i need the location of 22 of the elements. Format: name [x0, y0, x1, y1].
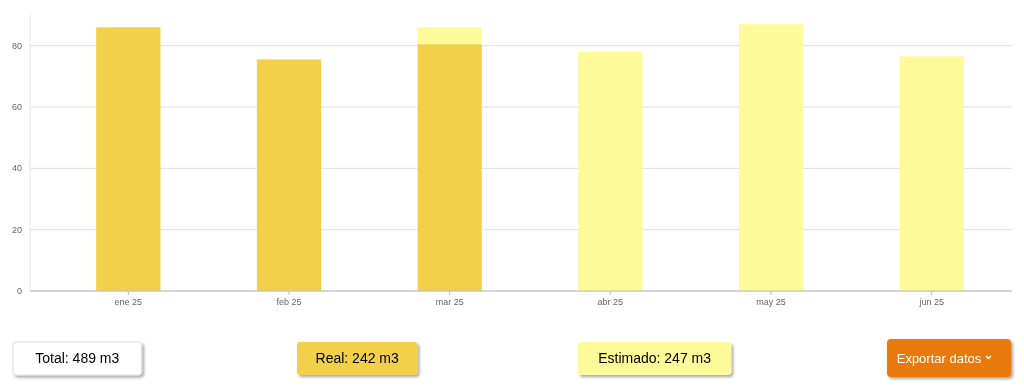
bar	[578, 51, 643, 291]
y-tick-label: 0	[16, 285, 22, 296]
x-tick-label: mar 25	[435, 297, 464, 307]
bar	[96, 27, 161, 291]
bar	[256, 59, 322, 291]
y-tick-label: 20	[11, 224, 22, 235]
x-tick-label: ene 25	[114, 297, 143, 307]
bar	[417, 44, 482, 291]
x-tick-label: feb 25	[276, 297, 302, 307]
x-tick-label: jun 25	[918, 297, 944, 307]
text: Estimado: 247 m3	[598, 350, 712, 367]
x-tick-label: may 25	[756, 297, 786, 307]
y-tick-label: 40	[11, 163, 22, 174]
y-tick-label: 60	[11, 101, 22, 112]
bar	[417, 27, 482, 45]
export-button: Exportar datos	[887, 339, 1011, 377]
bar	[738, 24, 804, 291]
bar	[899, 56, 964, 291]
text: Total: 489 m3	[35, 350, 120, 367]
x-tick-label: abr 25	[597, 297, 624, 307]
y-tick-label: 80	[11, 40, 22, 51]
text: Real: 242 m3	[315, 350, 400, 367]
